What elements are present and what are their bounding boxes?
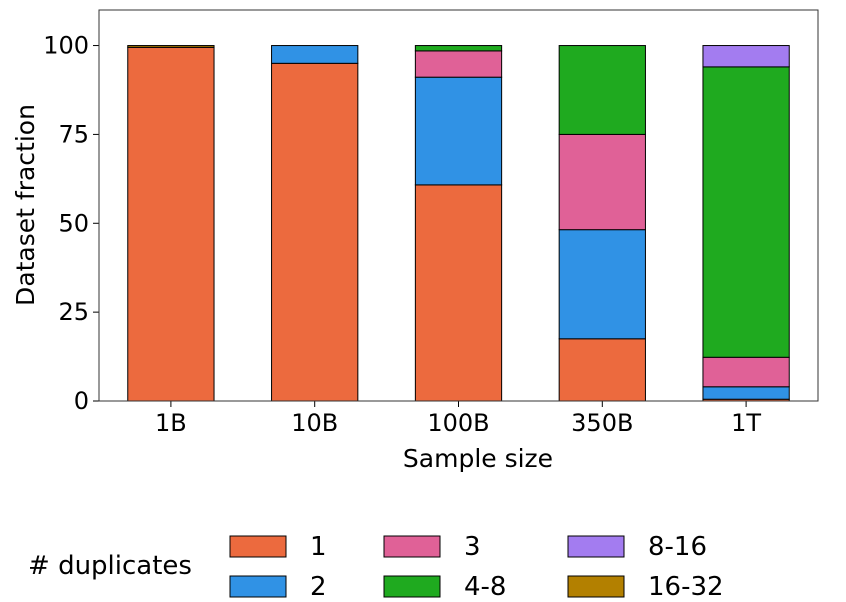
bar-segment-350B-1 bbox=[558, 338, 646, 402]
bar-segment-1T-3 bbox=[702, 356, 790, 388]
legend-label-2: 2 bbox=[310, 572, 327, 602]
bar-segment-100B-1 bbox=[414, 184, 503, 402]
x-tick-label: 350B bbox=[571, 409, 633, 437]
legend-label-8-16: 8-16 bbox=[648, 532, 707, 562]
x-tick-label: 1T bbox=[731, 409, 761, 437]
y-axis-title: Dataset fraction bbox=[11, 104, 40, 306]
bar-segment-100B-4-8 bbox=[414, 45, 503, 52]
bar-segment-350B-3 bbox=[558, 133, 646, 231]
y-tick-label: 50 bbox=[58, 209, 89, 237]
legend-swatch-8-16 bbox=[567, 535, 625, 558]
legend-swatch-2 bbox=[229, 575, 287, 598]
bar-segment-1T-4-8 bbox=[702, 66, 790, 358]
legend-label-3: 3 bbox=[464, 532, 481, 562]
legend-title: # duplicates bbox=[28, 551, 192, 581]
bar-segment-350B-4-8 bbox=[558, 45, 646, 135]
x-tick-label: 100B bbox=[427, 409, 489, 437]
bar-segment-1B-1 bbox=[127, 46, 215, 402]
legend-label-1: 1 bbox=[310, 532, 327, 562]
y-tick-label: 75 bbox=[58, 120, 89, 148]
y-tick-label: 0 bbox=[74, 387, 89, 415]
bar-segment-100B-2 bbox=[414, 76, 503, 186]
legend-swatch-16-32 bbox=[567, 575, 625, 598]
bars-layer bbox=[127, 45, 790, 402]
bar-segment-100B-3 bbox=[414, 50, 503, 78]
legend-swatch-4-8 bbox=[383, 575, 441, 598]
axes-layer: 1B 10B 100B 350B 1T 0 25 50 75 100 bbox=[43, 9, 819, 437]
y-tick-label: 25 bbox=[58, 298, 89, 326]
legend: # duplicates 1 2 3 4-8 8-16 16-32 bbox=[28, 532, 724, 602]
plot-frame bbox=[98, 9, 819, 402]
x-tick-label: 1B bbox=[155, 409, 187, 437]
bar-segment-1T-8-16 bbox=[702, 45, 790, 68]
bar-segment-1B-16-32 bbox=[127, 45, 215, 48]
legend-swatch-3 bbox=[383, 535, 441, 558]
legend-label-4-8: 4-8 bbox=[464, 572, 506, 602]
legend-swatch-1 bbox=[229, 535, 287, 558]
legend-label-16-32: 16-32 bbox=[648, 572, 724, 602]
x-tick-label: 10B bbox=[291, 409, 338, 437]
bar-segment-10B-1 bbox=[271, 62, 359, 402]
bar-segment-1T-2 bbox=[702, 386, 790, 400]
x-axis-title: Sample size bbox=[403, 444, 553, 473]
bar-segment-10B-2 bbox=[271, 45, 359, 64]
bar-segment-350B-2 bbox=[558, 229, 646, 340]
y-tick-label: 100 bbox=[43, 32, 89, 60]
